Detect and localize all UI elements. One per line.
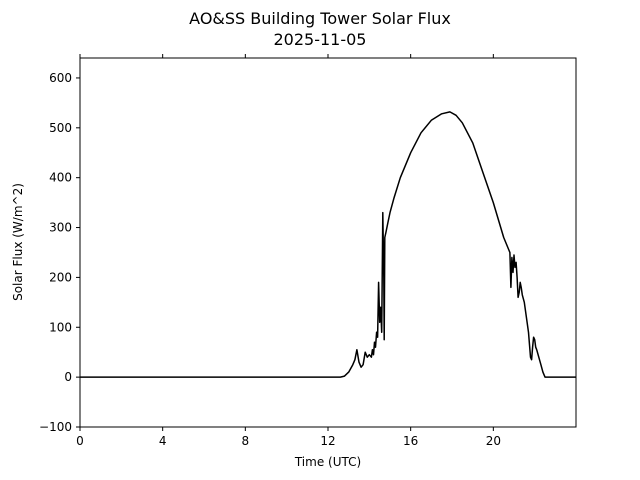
x-tick-label: 16: [403, 434, 418, 448]
x-axis-label: Time (UTC): [294, 455, 361, 469]
x-tick-label: 20: [486, 434, 501, 448]
y-tick-label: 200: [49, 270, 72, 284]
x-tick-label: 4: [159, 434, 167, 448]
x-tick-label: 12: [320, 434, 335, 448]
y-axis-label: Solar Flux (W/m^2): [11, 183, 25, 301]
x-tick-label: 0: [76, 434, 84, 448]
chart-title: AO&SS Building Tower Solar Flux: [189, 9, 451, 28]
y-axis: −100 0 100 200 300 400 500 600: [39, 71, 80, 434]
y-tick-label: 300: [49, 221, 72, 235]
y-tick-label: 500: [49, 121, 72, 135]
y-tick-label: −100: [39, 420, 72, 434]
y-tick-label: 600: [49, 71, 72, 85]
series-line-solar-flux: [80, 111, 576, 378]
y-tick-label: 0: [64, 370, 72, 384]
chart-subtitle: 2025-11-05: [274, 30, 367, 49]
y-tick-label: 400: [49, 171, 72, 185]
y-tick-label: 100: [49, 320, 72, 334]
x-tick-label: 8: [242, 434, 250, 448]
x-axis: 0 4 8 12 16 20: [76, 54, 501, 448]
plot-area-frame: [79, 57, 577, 428]
